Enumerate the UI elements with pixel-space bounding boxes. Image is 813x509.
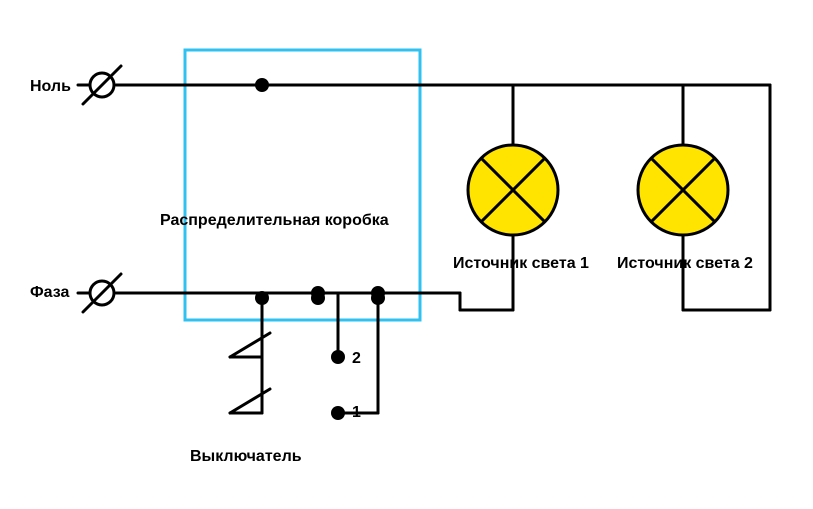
wiring-diagram: Ноль Фаза Распределительная коробка Исто…	[0, 0, 813, 509]
label-contact-1: 1	[352, 404, 361, 422]
label-switch: Выключатель	[190, 448, 302, 466]
label-phase: Фаза	[30, 284, 69, 302]
label-contact-2: 2	[352, 350, 361, 368]
label-lamp1: Источник света 1	[453, 255, 589, 273]
label-neutral: Ноль	[30, 78, 71, 96]
label-lamp2: Источник света 2	[617, 255, 753, 273]
label-jbox: Распределительная коробка	[160, 212, 389, 230]
